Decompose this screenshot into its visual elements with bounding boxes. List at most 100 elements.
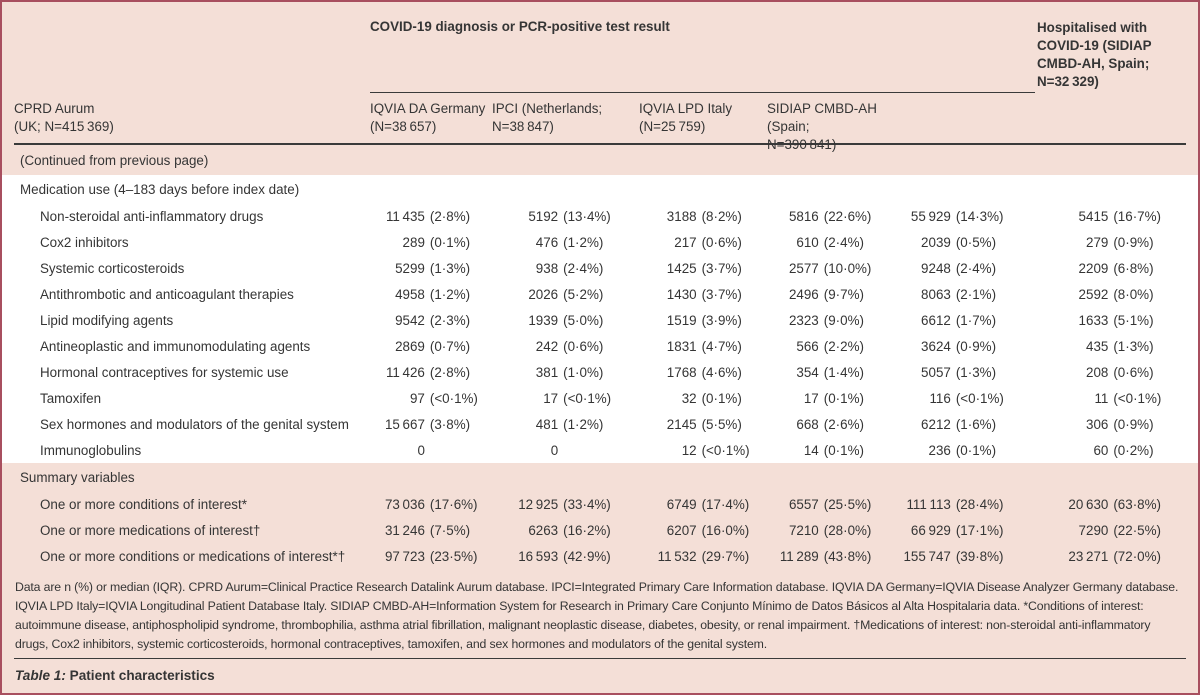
value-percent: (17·4%)	[701, 496, 750, 512]
continued-note-row: (Continued from previous page)	[2, 145, 1198, 175]
value-cell: 12 (<0·1%)	[639, 443, 767, 458]
value-cell: 60 (0·2%)	[1035, 443, 1198, 458]
value-cell: 6749 (17·4%)	[639, 497, 767, 512]
value-cell: 217 (0·6%)	[639, 235, 767, 250]
value-percent: (3·9%)	[701, 312, 742, 328]
value-count: 12	[681, 442, 697, 458]
value-cell: 23 271 (72·0%)	[1035, 549, 1198, 564]
value-percent: (17·6%)	[429, 496, 478, 512]
value-percent: (0·6%)	[701, 234, 742, 250]
value-cell: 11 426 (2·8%)	[370, 365, 492, 380]
row-label: Lipid modifying agents	[40, 312, 174, 328]
value-count: 236	[928, 442, 951, 458]
value-count: 208	[1086, 364, 1109, 380]
value-cell: 111 113 (28·4%)	[882, 497, 1035, 512]
column-header-iqvia-lpd-italy: IQVIA LPD Italy (N=25 759)	[639, 101, 733, 134]
value-percent: (23·5%)	[429, 548, 478, 564]
row-label: Systemic corticosteroids	[40, 260, 185, 276]
value-percent: (25·5%)	[823, 496, 872, 512]
value-percent: (13·4%)	[563, 208, 611, 224]
value-count: 17	[543, 390, 559, 406]
value-percent: (3·8%)	[429, 416, 471, 432]
value-percent: (2·2%)	[823, 338, 864, 354]
value-count: 668	[796, 416, 819, 432]
value-percent: (2·6%)	[823, 416, 864, 432]
value-percent: (<0·1%)	[563, 390, 612, 406]
value-count: 97	[409, 390, 425, 406]
value-count: 2145	[666, 416, 697, 432]
value-percent: (4·6%)	[701, 364, 742, 380]
value-cell: 5816 (22·6%)	[767, 209, 882, 224]
value-cell: 55 929 (14·3%)	[882, 209, 1035, 224]
row-label: Antineoplastic and immunomodulating agen…	[40, 338, 311, 354]
value-percent: (17·1%)	[955, 522, 1004, 538]
table-row: Lipid modifying agents 9542 (2·3%) 1939 (5·0…	[2, 307, 1198, 333]
value-percent: (0·9%)	[1113, 234, 1154, 250]
value-count: 16 593	[518, 548, 559, 564]
table-row: Immunoglobulins 0 0 12 (<0·1%) 14 (0·1%) 236 (0·…	[2, 437, 1198, 463]
value-percent: (22·6%)	[823, 208, 872, 224]
table-row: One or more conditions of interest* 73 03…	[2, 491, 1198, 517]
value-cell: 2592 (8·0%)	[1035, 287, 1198, 302]
value-count: 116	[929, 390, 951, 406]
row-label: Hormonal contraceptives for systemic use	[40, 364, 289, 380]
value-percent: (3·7%)	[701, 260, 742, 276]
value-cell: 6207 (16·0%)	[639, 523, 767, 538]
value-count: 6749	[666, 496, 697, 512]
value-cell: 3624 (0·9%)	[882, 339, 1035, 354]
table-footnote: Data are n (%) or median (IQR). CPRD Aur…	[15, 580, 1179, 651]
value-cell: 11 (<0·1%)	[1035, 391, 1198, 406]
value-cell: 381 (1·0%)	[492, 365, 639, 380]
value-count: 481	[535, 416, 559, 432]
value-cell: 610 (2·4%)	[767, 235, 882, 250]
table-row: Sex hormones and modulators of the genit…	[2, 411, 1198, 437]
value-percent: (<0·1%)	[1113, 390, 1162, 406]
value-percent: (7·5%)	[429, 522, 471, 538]
value-count: 11 426	[385, 364, 425, 380]
table-row: Non-steroidal anti-inflammatory drugs 11 …	[2, 203, 1198, 229]
header-spacer	[14, 2, 370, 93]
value-cell: 15 667 (3·8%)	[370, 417, 492, 432]
value-cell: 306 (0·9%)	[1035, 417, 1198, 432]
value-percent: (5·5%)	[701, 416, 742, 432]
value-cell: 6263 (16·2%)	[492, 523, 639, 538]
value-count: 15 667	[384, 416, 425, 432]
value-cell: 97 (<0·1%)	[370, 391, 492, 406]
value-percent: (28·4%)	[955, 496, 1004, 512]
value-cell: 668 (2·6%)	[767, 417, 882, 432]
value-cell: 1939 (5·0%)	[492, 313, 639, 328]
value-count: 6263	[528, 522, 559, 538]
value-percent: (29·7%)	[701, 548, 750, 564]
value-percent: (1·4%)	[823, 364, 864, 380]
value-percent: (28·0%)	[823, 522, 872, 538]
value-count: 2026	[528, 286, 559, 302]
value-count: 20 630	[1068, 496, 1109, 512]
value-count: 155 747	[903, 548, 951, 564]
value-cell: 6212 (1·6%)	[882, 417, 1035, 432]
value-count: 610	[796, 234, 819, 250]
value-percent: (1·6%)	[955, 416, 997, 432]
value-cell: 2039 (0·5%)	[882, 235, 1035, 250]
value-cell: 17 (0·1%)	[767, 391, 882, 406]
value-cell: 116 (<0·1%)	[882, 391, 1035, 406]
row-label: Sex hormones and modulators of the genit…	[40, 416, 349, 432]
value-cell: 97 723 (23·5%)	[370, 549, 492, 564]
value-count: 1519	[666, 312, 697, 328]
value-count: 1768	[666, 364, 697, 380]
value-cell: 2577 (10·0%)	[767, 261, 882, 276]
value-cell: 938 (2·4%)	[492, 261, 639, 276]
value-percent: (16·2%)	[563, 522, 611, 538]
value-cell: 31 246 (7·5%)	[370, 523, 492, 538]
value-percent: (0·2%)	[1113, 442, 1154, 458]
table-row: Antineoplastic and immunomodulating agen…	[2, 333, 1198, 359]
value-count: 7210	[788, 522, 819, 538]
value-cell: 155 747 (39·8%)	[882, 549, 1035, 564]
row-label: One or more conditions of interest*	[40, 496, 247, 512]
value-percent: (0·6%)	[1113, 364, 1154, 380]
value-count: 2496	[788, 286, 819, 302]
value-percent: (1·2%)	[429, 286, 471, 302]
value-count: 381	[535, 364, 559, 380]
value-percent: (2·8%)	[429, 208, 471, 224]
value-count: 111 113	[906, 496, 951, 512]
value-count: 32	[681, 390, 697, 406]
